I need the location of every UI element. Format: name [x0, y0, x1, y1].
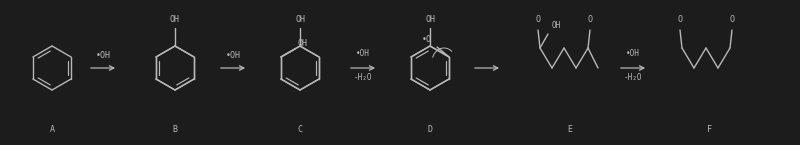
- Text: OH: OH: [170, 16, 180, 25]
- Text: •OH: •OH: [226, 51, 241, 60]
- Text: E: E: [567, 126, 573, 135]
- Text: •OH: •OH: [626, 49, 640, 58]
- Text: O: O: [587, 16, 593, 25]
- Text: O: O: [535, 16, 541, 25]
- Text: •OH: •OH: [356, 49, 370, 58]
- Text: OH: OH: [551, 21, 561, 30]
- Text: F: F: [707, 126, 713, 135]
- Text: C: C: [298, 126, 302, 135]
- Text: -H₂O: -H₂O: [354, 74, 372, 83]
- Text: •OH: •OH: [95, 51, 110, 60]
- Text: O: O: [678, 16, 682, 25]
- Text: OH: OH: [295, 16, 305, 25]
- Text: D: D: [427, 126, 433, 135]
- Text: B: B: [173, 126, 178, 135]
- Text: OH: OH: [298, 39, 308, 48]
- Text: -H₂O: -H₂O: [624, 74, 642, 83]
- Text: O: O: [730, 16, 734, 25]
- Text: A: A: [50, 126, 54, 135]
- Text: OH: OH: [425, 16, 435, 25]
- Text: •O: •O: [422, 35, 432, 44]
